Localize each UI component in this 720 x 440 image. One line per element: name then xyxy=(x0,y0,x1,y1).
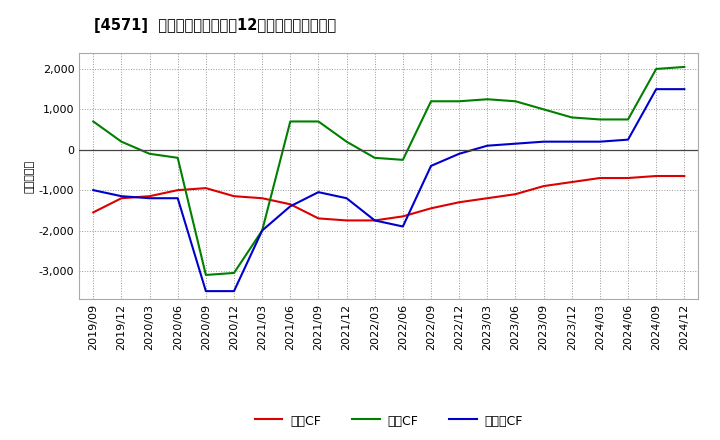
投資CF xyxy=(680,64,688,70)
フリーCF xyxy=(511,141,520,147)
営業CF xyxy=(595,176,604,181)
投資CF xyxy=(427,99,436,104)
フリーCF xyxy=(455,151,464,157)
営業CF xyxy=(89,210,98,215)
営業CF xyxy=(427,205,436,211)
フリーCF xyxy=(202,289,210,294)
投資CF xyxy=(511,99,520,104)
営業CF xyxy=(680,173,688,179)
投資CF xyxy=(174,155,182,161)
投資CF xyxy=(399,157,408,162)
投資CF xyxy=(89,119,98,124)
フリーCF xyxy=(286,204,294,209)
営業CF xyxy=(202,186,210,191)
投資CF xyxy=(230,270,238,275)
フリーCF xyxy=(595,139,604,144)
投資CF xyxy=(567,115,576,120)
フリーCF xyxy=(145,195,154,201)
投資CF xyxy=(624,117,632,122)
投資CF xyxy=(652,66,660,72)
フリーCF xyxy=(314,190,323,195)
フリーCF xyxy=(539,139,548,144)
フリーCF xyxy=(230,289,238,294)
営業CF xyxy=(342,218,351,223)
営業CF xyxy=(483,195,492,201)
フリーCF xyxy=(342,195,351,201)
Legend: 営業CF, 投資CF, フリーCF: 営業CF, 投資CF, フリーCF xyxy=(250,409,528,433)
投資CF xyxy=(258,228,266,233)
フリーCF xyxy=(652,87,660,92)
フリーCF xyxy=(370,218,379,223)
営業CF xyxy=(652,173,660,179)
フリーCF xyxy=(427,163,436,169)
投資CF xyxy=(145,151,154,157)
フリーCF xyxy=(89,187,98,193)
投資CF xyxy=(286,119,294,124)
営業CF xyxy=(455,200,464,205)
営業CF xyxy=(145,194,154,199)
営業CF xyxy=(174,187,182,193)
営業CF xyxy=(511,191,520,197)
Y-axis label: （百万円）: （百万円） xyxy=(24,159,35,193)
フリーCF xyxy=(624,137,632,142)
投資CF xyxy=(314,119,323,124)
営業CF xyxy=(117,195,126,201)
フリーCF xyxy=(483,143,492,148)
営業CF xyxy=(567,180,576,185)
投資CF xyxy=(202,272,210,278)
フリーCF xyxy=(399,224,408,229)
Line: フリーCF: フリーCF xyxy=(94,89,684,291)
投資CF xyxy=(342,139,351,144)
フリーCF xyxy=(258,228,266,233)
投資CF xyxy=(117,139,126,144)
営業CF xyxy=(258,195,266,201)
営業CF xyxy=(624,176,632,181)
フリーCF xyxy=(117,194,126,199)
フリーCF xyxy=(567,139,576,144)
営業CF xyxy=(539,183,548,189)
フリーCF xyxy=(680,87,688,92)
営業CF xyxy=(314,216,323,221)
投資CF xyxy=(370,155,379,161)
Line: 投資CF: 投資CF xyxy=(94,67,684,275)
営業CF xyxy=(230,194,238,199)
投資CF xyxy=(483,97,492,102)
Text: [4571]  キャッシュフローの12か月移動合計の推移: [4571] キャッシュフローの12か月移動合計の推移 xyxy=(94,18,336,33)
投資CF xyxy=(455,99,464,104)
営業CF xyxy=(370,218,379,223)
フリーCF xyxy=(174,195,182,201)
投資CF xyxy=(539,107,548,112)
投資CF xyxy=(595,117,604,122)
Line: 営業CF: 営業CF xyxy=(94,176,684,220)
営業CF xyxy=(399,214,408,219)
営業CF xyxy=(286,202,294,207)
